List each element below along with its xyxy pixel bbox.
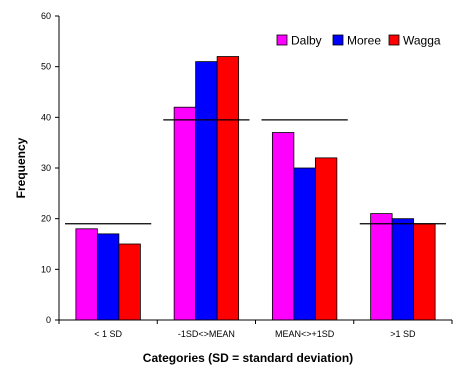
bar-moree-1: [195, 61, 218, 321]
bar-moree-2: [293, 167, 316, 321]
x-tick-label: MEAN<>+1SD: [275, 329, 335, 339]
bar-dalby-0: [75, 228, 98, 321]
bar-dalby-1: [173, 106, 197, 321]
x-tick-label: >1 SD: [390, 329, 416, 339]
bar-wagga-0: [118, 243, 141, 321]
y-tick-label: 40: [41, 112, 51, 122]
bar-wagga-2: [314, 157, 338, 321]
legend: Dalby Moree Wagga: [276, 34, 441, 48]
legend-label-dalby: Dalby: [291, 34, 322, 48]
y-tick-label: 50: [41, 62, 51, 72]
x-axis: < 1 SD -1SD<>MEAN MEAN<>+1SD >1 SD: [58, 319, 453, 339]
y-tick-label: 0: [46, 315, 51, 325]
legend-swatch-moree: [332, 34, 344, 46]
bar-wagga-1: [216, 56, 240, 321]
y-tick-label: 10: [41, 264, 51, 274]
y-tick-label: 30: [41, 163, 51, 173]
x-tick-label: -1SD<>MEAN: [178, 329, 235, 339]
legend-swatch-wagga: [388, 34, 400, 46]
y-tick-label: 20: [41, 214, 51, 224]
y-tick-label: 60: [41, 11, 51, 21]
bar-wagga-3: [413, 223, 436, 321]
plot-area: [65, 56, 446, 321]
bar-moree-0: [96, 233, 120, 321]
x-axis-title: Categories (SD = standard deviation): [143, 351, 353, 365]
bar-moree-3: [391, 218, 415, 321]
legend-label-moree: Moree: [347, 34, 381, 48]
legend-label-wagga: Wagga: [403, 34, 441, 48]
y-axis: 0 10 20 30 40 50 60: [41, 11, 60, 325]
x-tick-label: < 1 SD: [94, 329, 122, 339]
bar-dalby-3: [370, 213, 393, 321]
bar-dalby-2: [271, 132, 295, 321]
y-axis-title: Frequency: [14, 137, 28, 198]
legend-swatch-dalby: [276, 34, 288, 46]
